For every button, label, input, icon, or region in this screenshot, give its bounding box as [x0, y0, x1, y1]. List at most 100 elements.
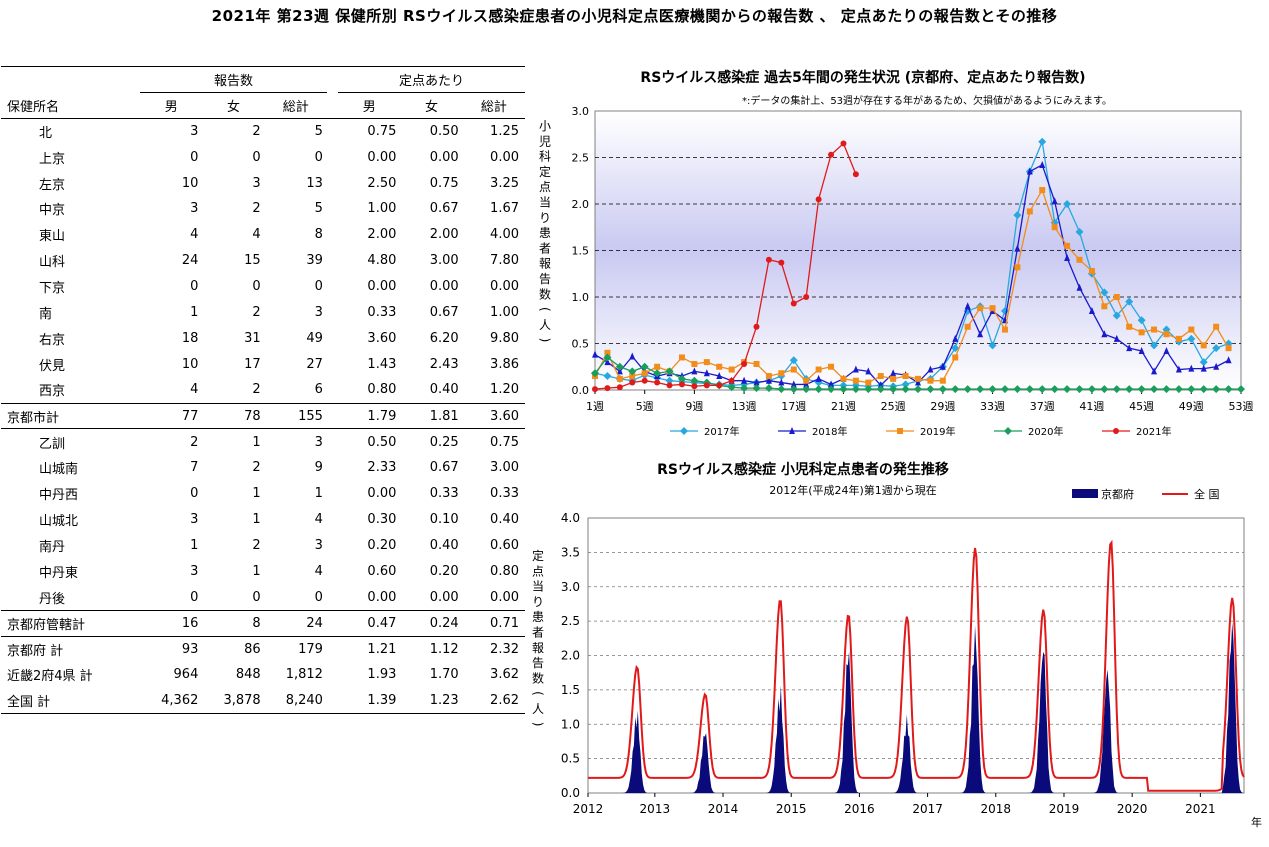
chart1-point — [939, 377, 946, 384]
chart1-point — [1076, 256, 1083, 263]
chart1-point — [778, 370, 785, 377]
chart1-point — [1138, 329, 1145, 336]
cell-per-male: 2.00 — [367, 227, 397, 243]
chart1-point — [1039, 187, 1046, 194]
cell-per-total: 0.00 — [490, 149, 519, 165]
chart1-point — [765, 256, 772, 263]
table-row: 京都府 計 93 86 179 1.21 1.12 2.32 — [1, 635, 525, 662]
chart1-point — [728, 377, 735, 384]
chart1-point — [914, 385, 922, 394]
chart1-point — [1174, 385, 1183, 394]
legend-marker — [789, 427, 795, 434]
chart1-point — [803, 380, 810, 388]
chart1-point — [1064, 253, 1071, 261]
legend-marker — [1113, 428, 1119, 434]
cell-per-female: 0.10 — [429, 512, 459, 528]
chart1-point — [1050, 385, 1059, 394]
chart2-xtick-label: 2021 — [1185, 802, 1216, 816]
cell-male: 93 — [140, 635, 203, 662]
chart1-ytick-label: 1.5 — [572, 245, 590, 258]
cell-per-total: 2.62 — [462, 687, 525, 715]
chart2-title: RSウイルス感染症 小児科定点患者の発生推移 — [657, 461, 949, 478]
chart1-point — [753, 378, 760, 386]
table-row: 上京 0 0 0 0.00 0.00 0.00 — [1, 144, 525, 170]
chart1-xtick-label: 1週 — [586, 400, 604, 413]
cell-per-total: 0.33 — [490, 486, 519, 502]
chart2-ylabel-char: ) — [531, 722, 545, 727]
chart1-point — [741, 360, 748, 367]
chart2-ylabel-char: 定 — [532, 548, 544, 563]
chart1-point — [952, 334, 959, 342]
chart1-point — [814, 385, 823, 394]
chart2-ytick-label: 2.0 — [561, 649, 580, 663]
chart1-point — [654, 379, 661, 386]
cell-per-total: 0.40 — [490, 512, 519, 528]
table-row: 伏見 10 17 27 1.43 2.43 3.86 — [1, 351, 525, 377]
table-row: 左京 10 3 13 2.50 0.75 3.25 — [1, 170, 525, 196]
chart1-xtick-label: 29週 — [930, 400, 955, 413]
chart1-point — [1199, 358, 1208, 367]
cell-name: 中丹東 — [39, 565, 79, 581]
chart1-point — [989, 305, 996, 312]
cell-per-total: 0.75 — [462, 428, 525, 455]
cell-per-male: 1.39 — [338, 687, 401, 715]
chart1-title: RSウイルス感染症 過去5年間の発生状況 (京都府、定点あたり報告数) — [640, 69, 1085, 86]
chart1-ylabel-char: 小 — [539, 119, 551, 133]
legend-label: 2020年 — [1028, 425, 1063, 438]
cell-per-female: 0.67 — [429, 460, 459, 476]
cell-per-male: 0.33 — [367, 304, 397, 320]
chart1-point — [1051, 197, 1058, 205]
chart1-ylabel-char: 数 — [539, 286, 551, 301]
table-row: 中丹東 3 1 4 0.60 0.20 0.80 — [1, 558, 525, 584]
chart1-point — [901, 385, 910, 394]
chart1-point — [765, 373, 772, 380]
chart2-xtick-label: 2020 — [1117, 802, 1148, 816]
cell-per-male: 1.79 — [338, 402, 401, 429]
cell-per-total: 1.00 — [490, 304, 519, 320]
chart2-ylabel-char: 報 — [532, 641, 544, 655]
cell-female: 3,878 — [202, 687, 265, 715]
chart1-point — [1064, 242, 1071, 249]
cell-per-female: 1.23 — [400, 687, 463, 715]
cell-female: 2 — [252, 382, 261, 398]
chart1-xtick-label: 5週 — [636, 400, 654, 413]
table-row: 北 3 2 5 0.75 0.50 1.25 — [1, 118, 525, 144]
cell-name: 乙訓 — [1, 428, 141, 455]
chart1-point — [678, 381, 685, 388]
chart1-point — [1163, 346, 1170, 354]
chart1-point — [741, 376, 748, 384]
chart2-xtick-label: 2019 — [1049, 802, 1080, 816]
cell-per-total: 1.25 — [490, 123, 519, 139]
chart1-point — [988, 341, 997, 350]
chart1-point — [1200, 342, 1207, 349]
chart1-point — [802, 385, 811, 394]
chart1-point — [1175, 335, 1182, 342]
cell-name: 上京 — [39, 151, 66, 167]
cell-name: 丹後 — [39, 591, 66, 607]
chart1-point — [865, 367, 872, 375]
chart1-point — [1063, 200, 1072, 208]
cell-per-total: 0.71 — [462, 609, 525, 637]
cell-total: 3 — [314, 304, 323, 320]
cell-name: 左京 — [39, 177, 66, 193]
cell-total: 39 — [306, 253, 323, 269]
chart1-point — [1000, 385, 1009, 394]
cell-per-female: 2.43 — [429, 356, 459, 372]
chart1-point — [1126, 344, 1133, 352]
trend-area-chart: RSウイルス感染症 小児科定点患者の発生推移 2012年(平成24年)第1週から現… — [531, 461, 1262, 829]
chart1-point — [1013, 385, 1022, 394]
chart1-point — [988, 385, 997, 394]
chart2-xtick-label: 2013 — [640, 802, 671, 816]
chart1-ylabel-char: 患 — [539, 226, 551, 240]
cell-total: 8,240 — [264, 687, 327, 715]
chart1-point — [1112, 385, 1121, 394]
chart1-point — [1088, 306, 1095, 314]
chart1-point — [1188, 326, 1195, 333]
chart1-point — [1137, 385, 1146, 394]
cell-male: 964 — [173, 667, 199, 683]
table-row: 中丹西 0 1 1 0.00 0.33 0.33 — [1, 481, 525, 507]
cell-name: 山科 — [39, 255, 66, 271]
table-row: 中京 3 2 5 1.00 0.67 1.67 — [1, 196, 525, 222]
chart1-point — [828, 363, 835, 370]
chart1-point — [1038, 385, 1047, 394]
